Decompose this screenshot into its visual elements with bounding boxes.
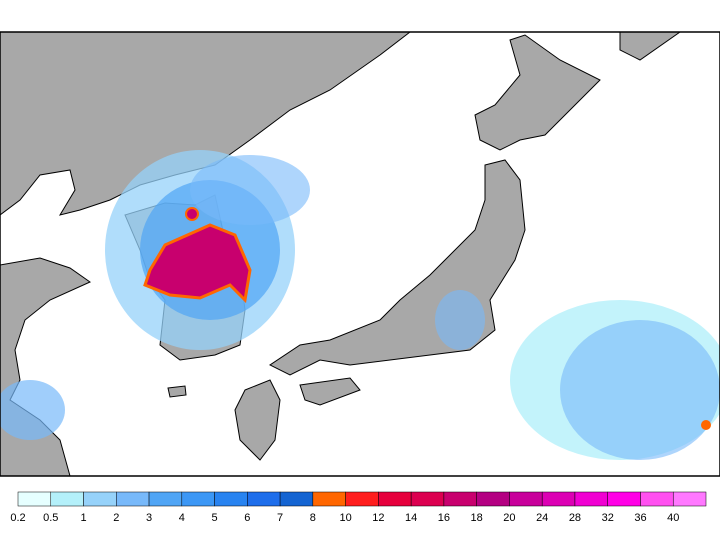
colorbar-box	[378, 491, 412, 507]
colorbar-label: 6	[244, 512, 250, 524]
colorbar-box	[574, 491, 608, 507]
colorbar-label: 0.5	[43, 512, 58, 524]
colorbar-box	[640, 491, 674, 507]
colorbar-box	[116, 491, 150, 507]
colorbar-label: 32	[602, 512, 614, 524]
colorbar-box	[148, 491, 183, 507]
colorbar-label: 24	[536, 512, 548, 524]
colorbar-label: 8	[310, 512, 316, 524]
land	[0, 31, 682, 477]
colorbar-label: 1	[80, 512, 86, 524]
map-frame	[0, 31, 720, 477]
colorbar-box	[312, 491, 346, 507]
colorbar-box	[83, 491, 117, 507]
colorbar-box	[17, 491, 52, 507]
colorbar-label: 7	[277, 512, 283, 524]
colorbar-box	[541, 491, 576, 507]
colorbar-label: 4	[179, 512, 185, 524]
colorbar-label: 10	[339, 512, 351, 524]
colorbar-label: 3	[146, 512, 152, 524]
colorbar-box	[509, 491, 543, 507]
colorbar-label: 36	[634, 512, 646, 524]
colorbar-label: 18	[471, 512, 483, 524]
colorbar-box	[443, 491, 477, 507]
colorbar-box	[345, 491, 379, 507]
colorbar-box	[214, 491, 248, 507]
colorbar-box	[50, 491, 84, 507]
colorbar-box	[410, 491, 445, 507]
map	[0, 31, 720, 477]
colorbar-label: 28	[569, 512, 581, 524]
colorbar-label: 20	[503, 512, 515, 524]
colorbar-label: 12	[372, 512, 384, 524]
colorbar-box	[279, 491, 314, 507]
colorbar-label: 14	[405, 512, 417, 524]
colorbar-box	[672, 491, 707, 507]
colorbar-label: 2	[113, 512, 119, 524]
colorbar: 0.2 0.5 1 2 3 4 5 6 7 8 10 12 14 16 18 20 24 28 32 36 40	[10, 491, 707, 524]
colorbar-box	[476, 491, 510, 507]
colorbar-label: 16	[438, 512, 450, 524]
colorbar-box	[181, 491, 215, 507]
colorbar-label: 40	[667, 512, 679, 524]
precipitation	[0, 150, 720, 460]
colorbar-label: 0.2	[10, 512, 25, 524]
colorbar-box	[247, 491, 281, 507]
colorbar-label: 5	[212, 512, 218, 524]
colorbar-box	[607, 491, 641, 507]
